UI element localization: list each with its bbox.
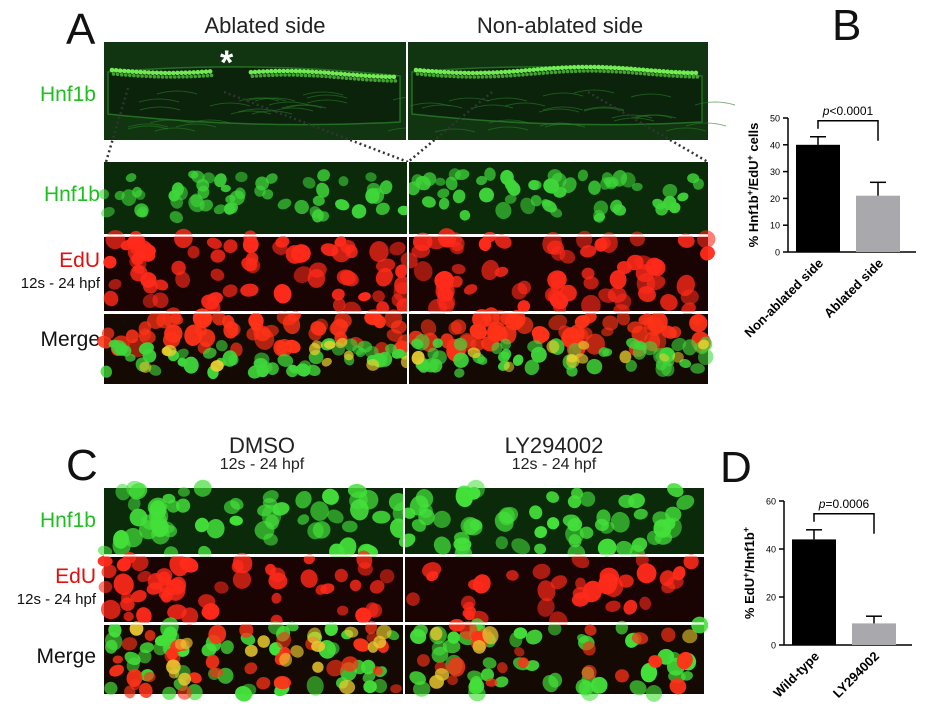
y-tick-label: 40 xyxy=(766,545,776,555)
panel-c-letter: C xyxy=(66,441,98,490)
panel-b-letter: B xyxy=(832,1,862,50)
panel-c-row-label-hnf1b: Hnf1b xyxy=(39,509,96,532)
y-axis-label: % Hnf1b+/EdU+ cells xyxy=(745,123,761,248)
y-tick-label: 0 xyxy=(775,248,780,258)
significance-bracket xyxy=(817,120,879,141)
panel-c-dmso-sub: 12s - 24 hpf xyxy=(219,456,305,474)
panel-a-title-ablated: Ablated side xyxy=(204,13,326,38)
bar xyxy=(852,623,896,645)
y-tick-label: 40 xyxy=(770,140,780,150)
p-value-label: p=0.0006 xyxy=(818,497,870,511)
p-value-label: p<0.0001 xyxy=(822,104,874,118)
panel-c-row-label-merge: Merge xyxy=(36,645,96,668)
panel-a-title-non-ablated: Non-ablated side xyxy=(476,13,644,38)
category-label: Ablated side xyxy=(821,256,886,321)
panel-a-row-label-edu: EdU xyxy=(59,249,100,272)
category-label: Wild-type xyxy=(770,649,822,701)
y-tick-label: 30 xyxy=(770,167,780,177)
panel-c-row-label-edu: EdU xyxy=(55,565,96,588)
y-tick-label: 60 xyxy=(766,497,776,507)
category-label: Non-ablated side xyxy=(741,256,826,341)
bar xyxy=(856,195,900,252)
panel-c-dmso-title: DMSO xyxy=(229,433,295,458)
panel-c-micrographs xyxy=(97,479,709,702)
y-tick-label: 10 xyxy=(770,221,780,231)
category-label: LY294002 xyxy=(830,649,882,701)
panel-c-title-dmso: DMSO 12s - 24 hpf xyxy=(120,434,404,474)
panel-c-ly-sub: 12s - 24 hpf xyxy=(511,456,597,474)
y-tick-label: 20 xyxy=(770,194,780,204)
panel-a-zoom-micrographs xyxy=(97,162,716,384)
y-tick-label: 0 xyxy=(771,641,776,651)
panel-d-bar-chart: 0 20 40 60 Wild-type LY294002 p=0.0006 % EdU+/H… xyxy=(741,497,912,701)
y-tick-label: 50 xyxy=(770,114,780,124)
panel-a-row-label-merge: Merge xyxy=(40,328,100,351)
panel-a-overview-label: Hnf1b xyxy=(39,83,96,106)
ablation-asterisk: * xyxy=(220,44,234,82)
panel-d-letter: D xyxy=(720,443,752,492)
y-axis-label: % EdU+/Hnf1b+ xyxy=(741,527,757,619)
panel-a-overview-micrograph xyxy=(104,42,736,140)
panel-a-row-label-hnf1b: Hnf1b xyxy=(43,183,100,206)
bar xyxy=(796,144,840,252)
panel-a-row-sub-edu: 12s - 24 hpf xyxy=(20,275,100,292)
panel-c-title-ly: LY294002 12s - 24 hpf xyxy=(404,434,704,474)
bar xyxy=(792,539,836,645)
significance-bracket xyxy=(813,513,875,534)
panel-c-ly-title: LY294002 xyxy=(504,433,604,458)
panel-c-row-sub-edu: 12s - 24 hpf xyxy=(16,591,96,608)
y-tick-label: 20 xyxy=(766,593,776,603)
panel-a-letter: A xyxy=(66,5,96,54)
